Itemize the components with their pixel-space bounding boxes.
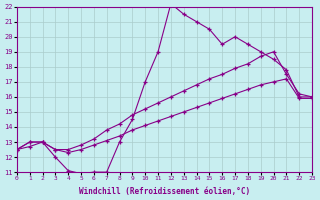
X-axis label: Windchill (Refroidissement éolien,°C): Windchill (Refroidissement éolien,°C) — [79, 187, 250, 196]
